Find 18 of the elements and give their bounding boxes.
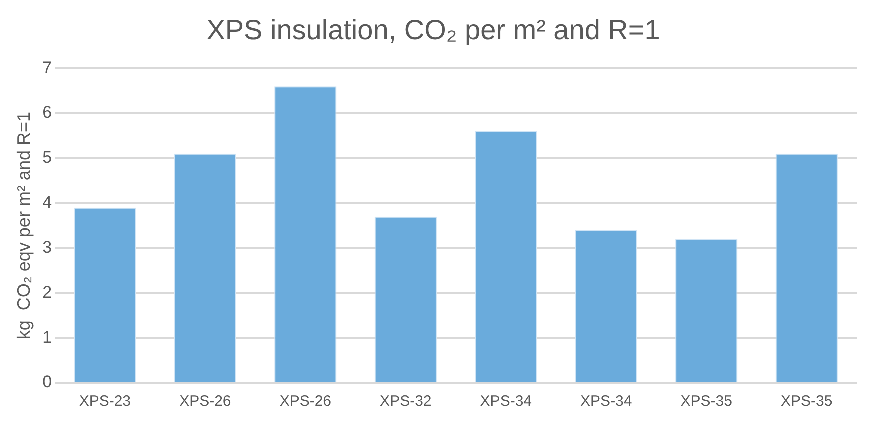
y-tick-label: 3 <box>42 238 52 257</box>
x-tick-label: XPS-32 <box>380 393 432 410</box>
y-tick-label: 2 <box>42 282 52 302</box>
y-tick-label: 4 <box>42 193 52 212</box>
x-tick-label: XPS-26 <box>280 393 332 410</box>
x-tick-label: XPS-34 <box>580 393 632 410</box>
x-tick-label: XPS-26 <box>180 393 232 410</box>
x-tick-label: XPS-34 <box>480 393 532 410</box>
y-tick-label: 6 <box>42 103 52 122</box>
x-tick-label: XPS-35 <box>680 393 732 410</box>
y-tick-label: 1 <box>42 328 52 347</box>
y-tick-label: 5 <box>42 148 52 168</box>
y-tick-label: 0 <box>42 372 52 392</box>
x-tick-label: XPS-23 <box>79 393 132 410</box>
y-tick-label: 7 <box>42 58 52 78</box>
y-axis-title: kg CO₂ eqv per m² and R=1 <box>14 112 34 340</box>
chart-title: XPS insulation, CO₂ per m² and R=1 <box>206 14 660 46</box>
x-tick-label: XPS-35 <box>781 393 833 410</box>
